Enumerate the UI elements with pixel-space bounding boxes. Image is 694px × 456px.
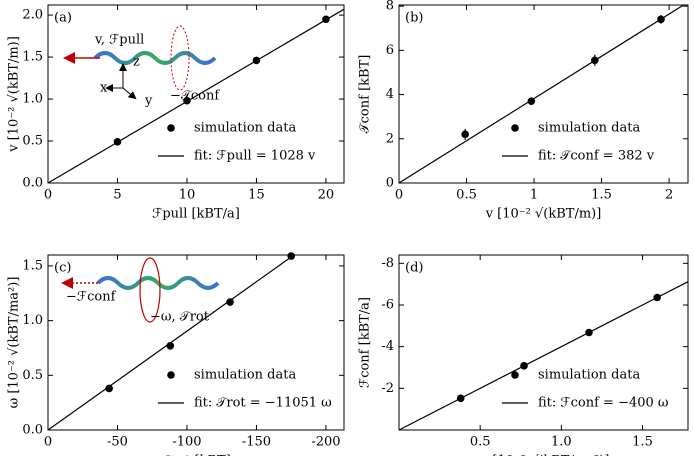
x-tick-label: 0.5 xyxy=(456,188,477,203)
annotation: y xyxy=(144,94,153,109)
panel-label: (c) xyxy=(54,261,71,276)
x-tick-label: -100 xyxy=(172,435,201,450)
fit-line xyxy=(47,8,345,184)
annotation: −ω, 𝒯rot xyxy=(150,310,210,325)
x-tick-label: 10 xyxy=(179,188,196,203)
x-tick-label: 20 xyxy=(318,188,335,203)
x-tick-label: 1.5 xyxy=(591,188,612,203)
legend-marker xyxy=(167,124,175,132)
y-tick-label: 2 xyxy=(386,131,394,146)
legend-label: fit: ℱpull = 1028 v xyxy=(194,149,316,164)
y-tick-label: 0.5 xyxy=(22,134,43,149)
y-axis-label: 𝒯conf [kBT] xyxy=(358,55,373,134)
y-tick-label: -8 xyxy=(381,256,394,271)
x-tick-label: 5 xyxy=(113,188,121,203)
data-point xyxy=(461,130,469,139)
x-tick-label: -200 xyxy=(311,435,340,450)
x-tick-label: 2 xyxy=(665,188,673,203)
x-axis-label: v [10⁻² √(kBT/m)] xyxy=(485,207,602,222)
annotation: v, ℱpull xyxy=(94,33,144,48)
x-tick-label: -50 xyxy=(107,435,128,450)
inset-c xyxy=(61,257,220,323)
fit-line xyxy=(398,4,684,184)
annotation: z xyxy=(133,55,140,70)
x-axis-label: ℱpull [kBT/a] xyxy=(152,207,240,222)
x-tick-label: 1 xyxy=(530,188,538,203)
y-tick-label: 4 xyxy=(386,87,394,102)
legend-label: fit: 𝒯conf = 382 v xyxy=(538,149,655,164)
annotation: x xyxy=(100,81,108,96)
y-tick-label: -6 xyxy=(381,298,394,313)
plot-frame xyxy=(47,4,345,184)
legend-label: fit: 𝒯rot = −11051 ω xyxy=(194,396,332,411)
y-tick-label: -2 xyxy=(381,381,394,396)
y-tick-label: 1.5 xyxy=(22,50,43,65)
legend-label: simulation data xyxy=(538,121,640,136)
legend-label: simulation data xyxy=(194,121,296,136)
y-tick-label: 0 xyxy=(386,176,394,191)
x-axis-label: ω [10⁻² √(kBT/ma²)] xyxy=(478,454,610,456)
x-tick-label: 0.5 xyxy=(470,435,491,450)
panel-label: (b) xyxy=(405,11,423,26)
x-tick-label: 0 xyxy=(44,188,52,203)
plot-frame xyxy=(398,254,689,431)
plot-frame xyxy=(47,254,345,431)
annotation: −ℱconf xyxy=(66,290,117,305)
y-tick-label: 2.0 xyxy=(22,8,43,23)
x-tick-label: 0 xyxy=(44,435,52,450)
x-tick-label: 1.5 xyxy=(632,435,653,450)
x-tick-label: 0 xyxy=(395,188,403,203)
data-point xyxy=(226,298,234,306)
legend-label: fit: ℱconf = −400 ω xyxy=(538,396,669,411)
y-tick-label: -4 xyxy=(381,339,394,354)
fit-line xyxy=(47,254,295,431)
y-axis-label: ℱconf [kBT/a] xyxy=(358,297,373,388)
data-point xyxy=(105,384,113,393)
x-axis-label: 𝒯rot [kBT] xyxy=(161,454,231,456)
x-tick-label: 1.0 xyxy=(551,435,572,450)
fit-line xyxy=(398,281,689,431)
y-tick-label: 0.5 xyxy=(22,368,43,383)
y-axis-label: ω [10⁻² √(kBT/ma²)] xyxy=(7,277,22,409)
inset-a xyxy=(63,25,217,100)
plot-frame xyxy=(398,4,689,184)
x-tick-label: 15 xyxy=(248,188,265,203)
y-axis-label: v [10⁻² √(kBT/m)] xyxy=(7,36,22,153)
legend-marker xyxy=(167,371,175,379)
x-tick-label: -150 xyxy=(242,435,271,450)
panel-label: (d) xyxy=(405,261,423,276)
y-tick-label: 0.0 xyxy=(22,176,43,191)
y-tick-label: 1.5 xyxy=(22,258,43,273)
legend-marker xyxy=(511,124,519,132)
y-tick-label: 8 xyxy=(386,0,394,14)
legend-marker xyxy=(511,371,519,379)
y-tick-label: 1.0 xyxy=(22,92,43,107)
legend-label: simulation data xyxy=(194,368,296,383)
y-tick-label: 1.0 xyxy=(22,313,43,328)
panel-label: (a) xyxy=(54,11,72,26)
legend-label: simulation data xyxy=(538,368,640,383)
y-tick-label: 6 xyxy=(386,43,394,58)
y-tick-label: 0.0 xyxy=(22,423,43,438)
